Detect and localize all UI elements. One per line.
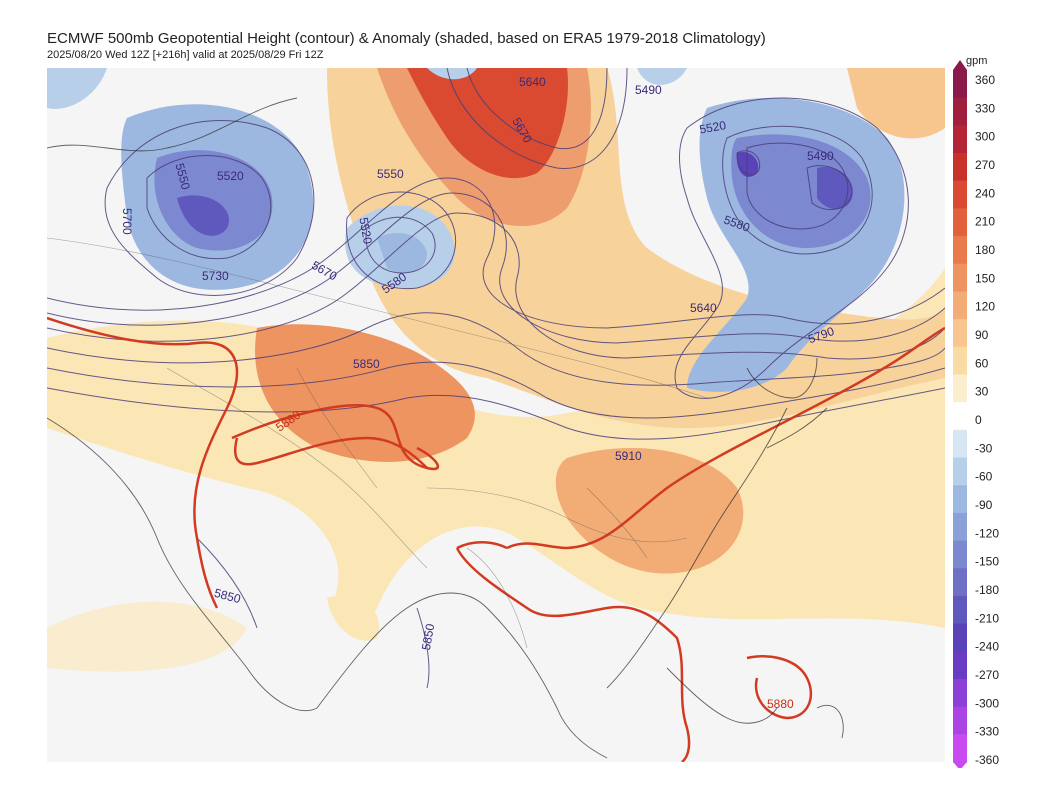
contour-label: 5910 — [615, 449, 642, 463]
anomaly-shading-negative — [47, 68, 905, 392]
colorbar-swatch — [953, 319, 967, 348]
chart-title: ECMWF 500mb Geopotential Height (contour… — [47, 30, 766, 47]
colorbar-swatch — [953, 70, 967, 99]
colorbar-swatch — [953, 180, 967, 209]
colorbar-tick-label: -330 — [975, 725, 999, 739]
colorbar-tick-label: -60 — [975, 470, 993, 484]
contour-label: 5880 — [767, 697, 794, 711]
colorbar-swatch — [953, 651, 967, 680]
contour-label: 5850 — [353, 357, 380, 371]
colorbar-cap-bottom — [953, 762, 967, 768]
colorbar-tick-label: 240 — [975, 186, 995, 200]
colorbar-swatch — [953, 429, 967, 459]
colorbar-swatch — [953, 734, 967, 763]
chart-subtitle: 2025/08/20 Wed 12Z [+216h] valid at 2025… — [47, 49, 324, 61]
coastlines — [47, 97, 844, 759]
colorbar-swatch — [953, 153, 967, 182]
map-plot: 5640 5670 5490 5550 5520 5550 5520 5580 … — [47, 68, 945, 762]
colorbar-tick-label: 180 — [975, 243, 995, 257]
colorbar-swatch — [953, 595, 967, 625]
colorbar-tick-label: 0 — [975, 413, 982, 427]
colorbar-swatch — [953, 623, 967, 652]
colorbar-swatch — [953, 291, 967, 320]
colorbar-tick-label: 300 — [975, 130, 995, 144]
colorbar-tick-label: 90 — [975, 328, 989, 342]
contour-label: 5550 — [172, 162, 193, 192]
contour-label: 5640 — [690, 301, 717, 315]
colorbar-tick-label: -120 — [975, 526, 999, 540]
contour-5880 — [47, 316, 945, 762]
colorbar-tick-label: -30 — [975, 441, 993, 455]
colorbar-tick-label: -180 — [975, 583, 999, 597]
colorbar-tick-label: 330 — [975, 101, 995, 115]
country-borders — [47, 237, 708, 649]
colorbar-swatch — [953, 263, 967, 292]
colorbar-swatches — [953, 60, 967, 768]
contour-label: 5490 — [635, 83, 662, 97]
colorbar-tick-label: -270 — [975, 668, 999, 682]
contour-label: 5520 — [356, 216, 374, 245]
contour-label: 5700 — [120, 208, 134, 235]
colorbar-swatch — [953, 457, 967, 486]
contour-label: 5730 — [202, 269, 229, 283]
colorbar-swatch — [953, 97, 967, 126]
colorbar-tick-label: -240 — [975, 640, 999, 654]
colorbar-tick-label: 120 — [975, 300, 995, 314]
colorbar-swatch — [953, 678, 967, 708]
colorbar-swatch — [953, 568, 967, 597]
colorbar-cap-top — [953, 60, 967, 70]
contour-label: 5490 — [807, 149, 834, 163]
colorbar-tick-label: 360 — [975, 73, 995, 87]
legend-unit: gpm — [966, 55, 988, 67]
colorbar-tick-label: 150 — [975, 271, 995, 285]
colorbar-swatch — [953, 706, 967, 735]
colorbar-tick-label: -300 — [975, 696, 999, 710]
contour-label: 5520 — [217, 169, 244, 183]
colorbar-swatch — [953, 540, 967, 569]
colorbar-swatch — [953, 402, 967, 431]
colorbar-swatch — [953, 485, 967, 514]
colorbar-tick-label: 270 — [975, 158, 995, 172]
colorbar-tick-label: 210 — [975, 215, 995, 229]
contour-label: 5640 — [519, 75, 546, 89]
colorbar-tick-label: -90 — [975, 498, 993, 512]
colorbar-ticks: 3603303002702402101801501209060300-30-60… — [975, 73, 999, 767]
colorbar-swatch — [953, 125, 967, 154]
colorbar-swatch — [953, 346, 967, 375]
colorbar-tick-label: -150 — [975, 555, 999, 569]
contour-label: 5550 — [377, 167, 404, 181]
colorbar-swatch — [953, 374, 967, 403]
colorbar-swatch — [953, 512, 967, 542]
colorbar-tick-label: -210 — [975, 611, 999, 625]
colorbar-swatch — [953, 208, 967, 237]
colorbar-tick-label: 60 — [975, 356, 989, 370]
contour-label: 5850 — [213, 586, 243, 607]
colorbar-tick-label: 30 — [975, 385, 989, 399]
colorbar-legend: 3603303002702402101801501209060300-30-60… — [953, 60, 999, 768]
contour-label: 5520 — [698, 118, 727, 136]
height-contours — [47, 68, 945, 689]
contour-label: 5850 — [419, 622, 437, 651]
colorbar-tick-label: -360 — [975, 753, 999, 767]
colorbar-swatch — [953, 236, 967, 265]
